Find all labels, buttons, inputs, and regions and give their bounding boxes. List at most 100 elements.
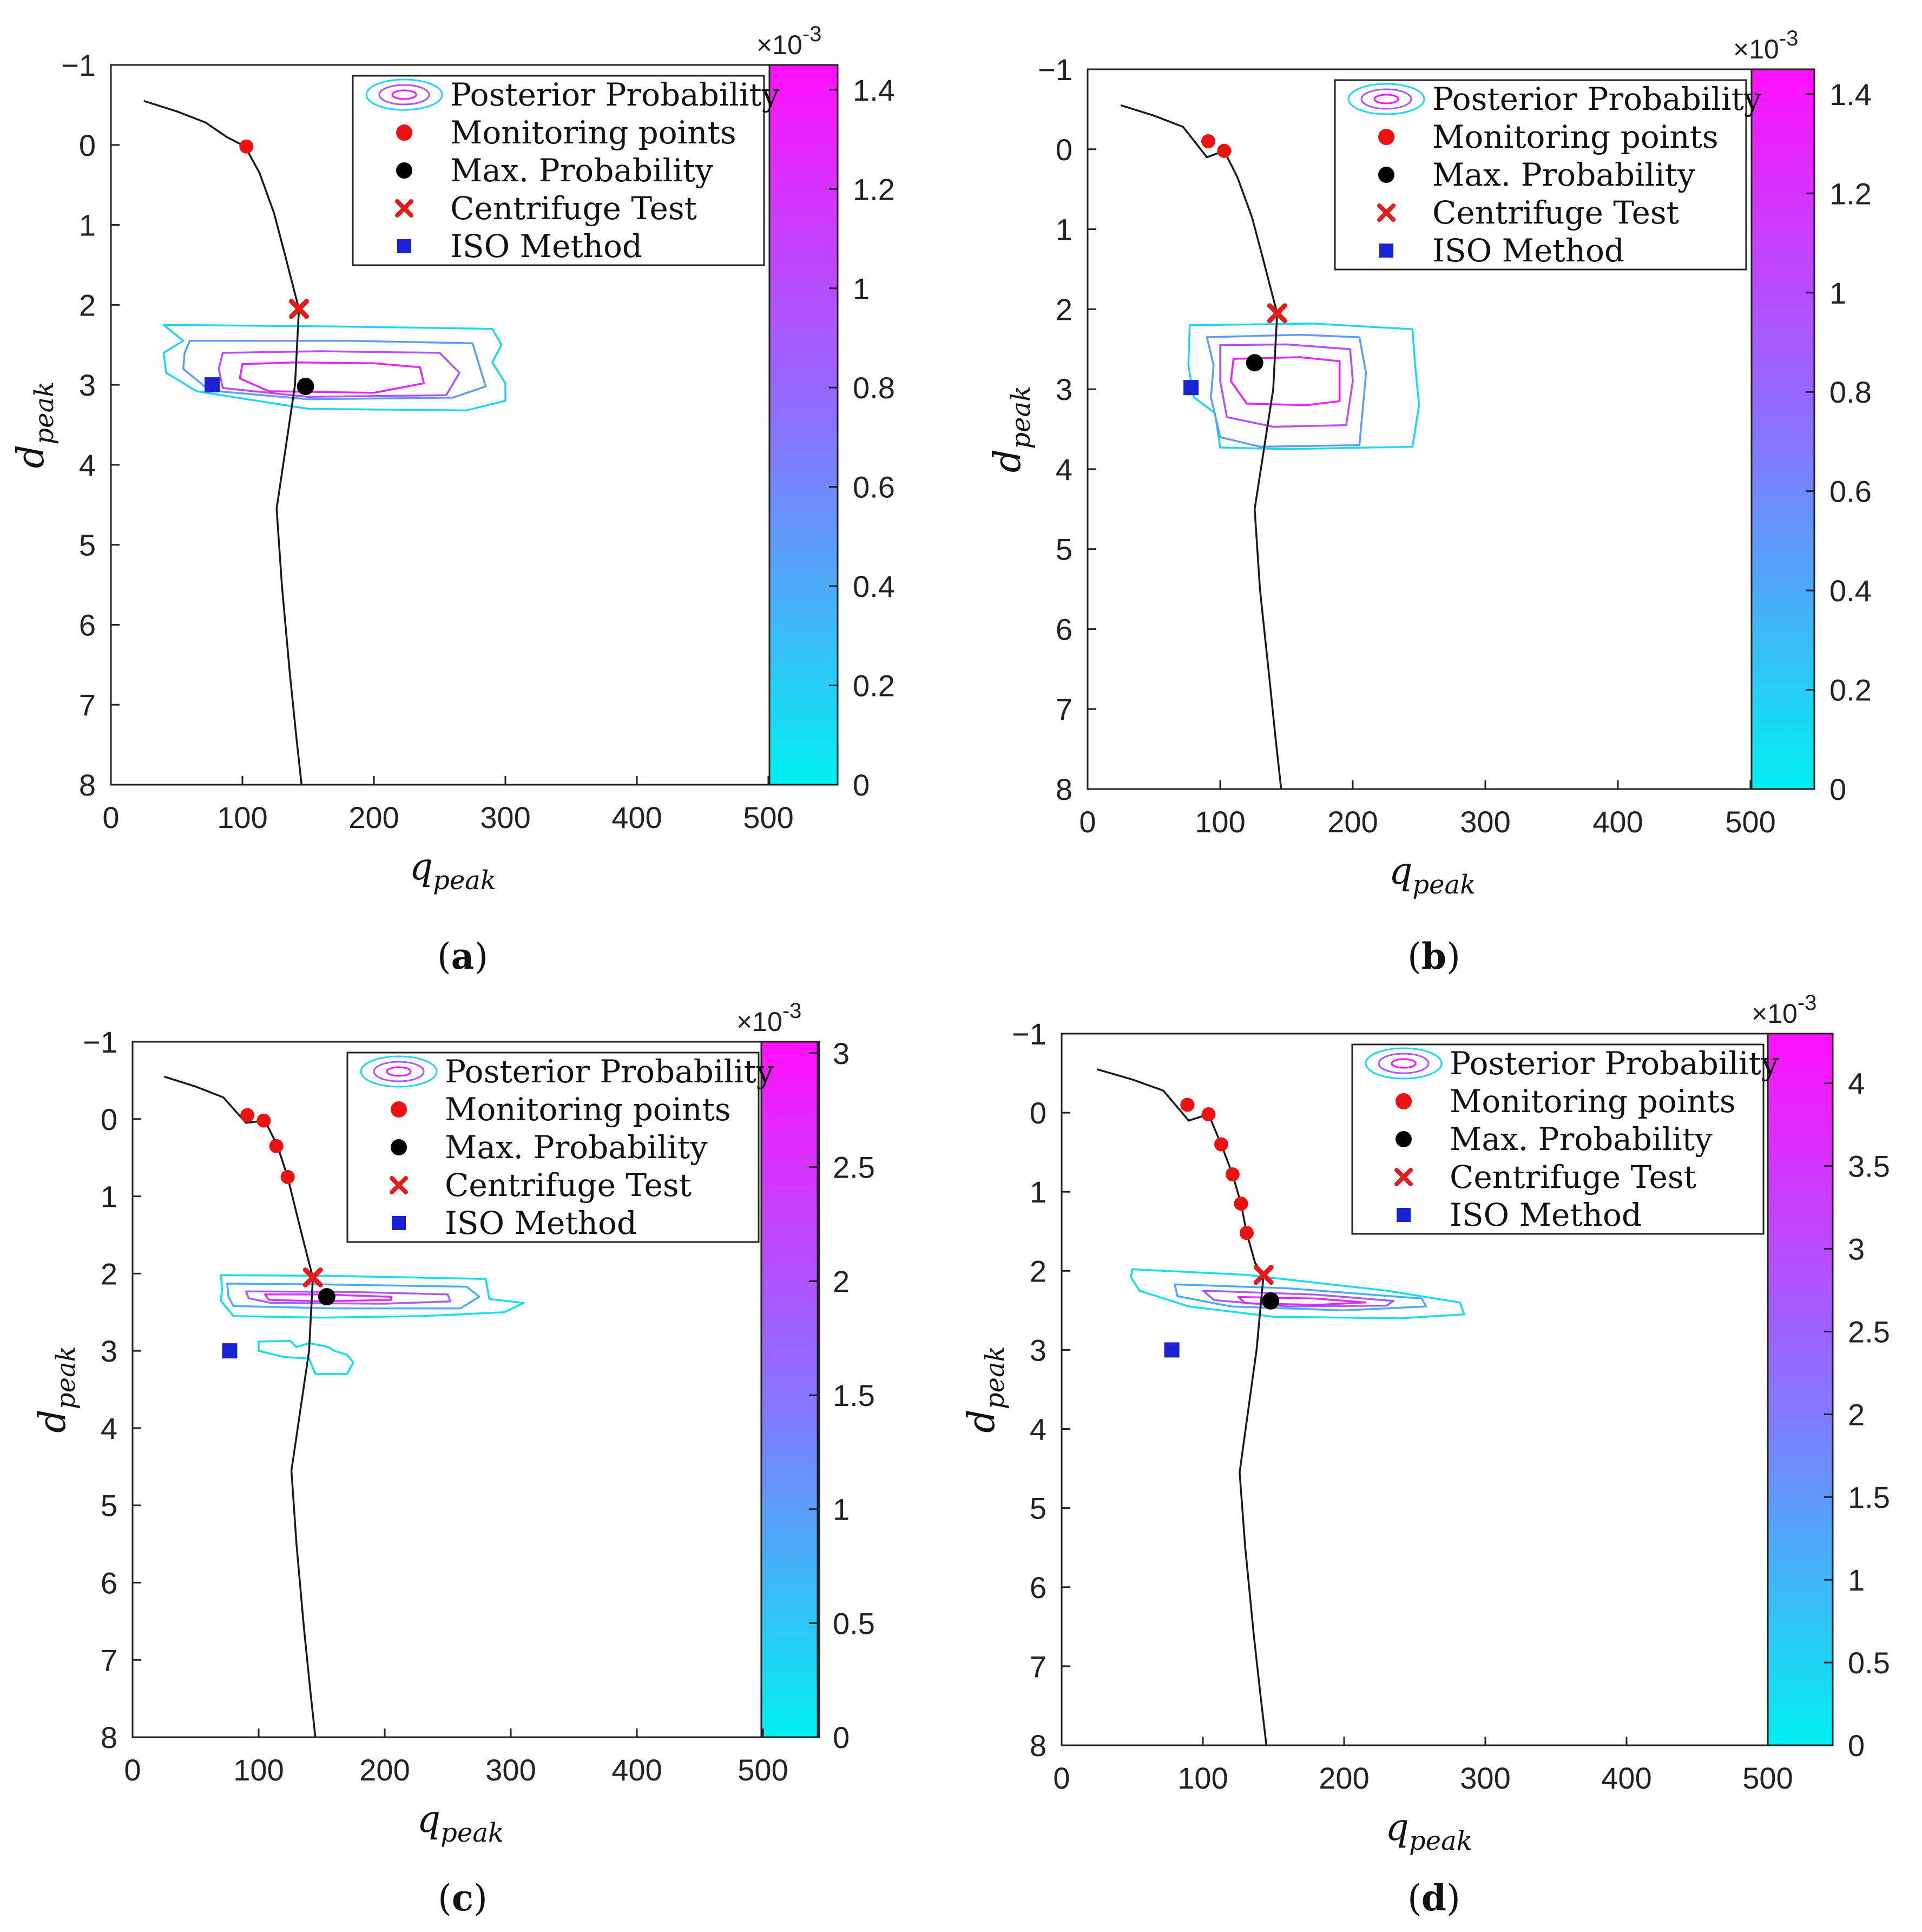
colorbar-tick-label: 0.5 xyxy=(833,1606,875,1640)
caption-letter: b xyxy=(1421,935,1446,977)
colorbar xyxy=(760,1041,819,1738)
colorbar-tick-label: 1 xyxy=(1829,276,1846,310)
y-axis-label-sub: peak xyxy=(51,1346,81,1409)
y-tick-label: 2 xyxy=(1056,292,1072,326)
colorbar-exponent-power: -3 xyxy=(1779,27,1799,50)
y-tick-label: −1 xyxy=(1012,1017,1046,1051)
caption-open: ( xyxy=(1407,1877,1421,1919)
legend-contour-icon xyxy=(373,1061,425,1082)
y-tick-label: 0 xyxy=(1056,133,1072,167)
prediction-curve xyxy=(143,100,303,785)
legend-maxprob-icon xyxy=(1378,167,1394,183)
caption-open: ( xyxy=(438,1877,452,1919)
panel-caption: (b) xyxy=(1407,935,1460,977)
x-tick-label: 400 xyxy=(1592,805,1643,839)
colorbar-tick-label: 0.6 xyxy=(853,470,895,504)
colorbar-tick-label: 0.6 xyxy=(1829,475,1872,509)
y-tick-label: 7 xyxy=(101,1643,117,1677)
legend-iso-icon xyxy=(1379,244,1393,258)
centrifuge-test-marker xyxy=(302,1267,323,1287)
y-axis-label: dpeak xyxy=(986,386,1036,472)
x-tick-label: 100 xyxy=(1177,1761,1228,1795)
x-tick-label: 200 xyxy=(359,1753,410,1787)
legend-box xyxy=(1334,79,1747,271)
monitoring-point xyxy=(1214,1137,1228,1152)
x-tick-label: 500 xyxy=(1725,805,1775,839)
legend-label: Monitoring points xyxy=(450,114,736,151)
x-tick-label: 0 xyxy=(102,800,119,834)
legend-label: Posterior Probability xyxy=(1450,1045,1779,1082)
monitoring-point xyxy=(239,139,254,154)
posterior-contour xyxy=(1237,1296,1366,1306)
legend-label: Posterior Probability xyxy=(450,76,780,113)
x-tick-label: 300 xyxy=(1460,1761,1510,1795)
y-tick-label: 4 xyxy=(1056,452,1072,487)
legend-contour-icon xyxy=(1347,83,1425,115)
y-tick-label: −1 xyxy=(1038,52,1072,87)
posterior-contour xyxy=(1130,1268,1465,1319)
max-probability-marker xyxy=(1262,1292,1280,1310)
colorbar-tick-label: 1 xyxy=(1848,1563,1865,1597)
x-tick-label: 500 xyxy=(738,1753,788,1787)
x-axis-label-sub: peak xyxy=(1409,1826,1472,1856)
prediction-curve xyxy=(163,1075,317,1737)
colorbar-exponent: ×10-3 xyxy=(736,999,801,1037)
y-axis-label-sub: peak xyxy=(29,382,60,445)
x-tick-label: 300 xyxy=(485,1753,536,1787)
y-tick-label: 5 xyxy=(101,1489,117,1523)
prediction-curve xyxy=(1120,104,1282,789)
iso-method-marker xyxy=(1164,1342,1180,1358)
x-tick-label: 500 xyxy=(1742,1761,1793,1795)
y-tick-label: 8 xyxy=(101,1720,117,1754)
y-tick-label: 6 xyxy=(1030,1570,1046,1605)
posterior-contour xyxy=(1229,356,1341,406)
colorbar-tick-label: 2.5 xyxy=(833,1151,875,1185)
colorbar-tick-label: 0.2 xyxy=(853,669,895,703)
y-tick-label: 7 xyxy=(79,688,96,722)
colorbar-tick-label: 3 xyxy=(833,1036,850,1070)
x-tick-label: 200 xyxy=(1319,1761,1369,1795)
x-tick-label: 200 xyxy=(348,800,399,834)
x-axis-label: qpeak xyxy=(1389,850,1476,900)
caption-letter: d xyxy=(1421,1877,1446,1919)
centrifuge-test-marker xyxy=(288,299,309,319)
colorbar xyxy=(1767,1033,1834,1746)
monitoring-point xyxy=(269,1139,284,1153)
monitoring-point xyxy=(1201,134,1215,148)
x-axis-label-sub: peak xyxy=(440,1818,504,1848)
legend-box xyxy=(1351,1043,1765,1235)
colorbar-tick-label: 0 xyxy=(1848,1729,1865,1763)
legend-contour-icon xyxy=(378,84,430,106)
posterior-contour xyxy=(218,350,460,398)
legend-label: ISO Method xyxy=(450,228,642,265)
chart-panel-a: 00.20.40.60.811.21.4×10-30 100 200 300 400 50… xyxy=(10,22,895,977)
posterior-contour xyxy=(220,1274,525,1319)
monitoring-point xyxy=(1217,143,1232,158)
posterior-contour xyxy=(239,361,425,394)
legend-contour-icon xyxy=(365,78,443,111)
caption-close: ) xyxy=(474,936,488,977)
legend-label: Max. Probability xyxy=(1432,156,1695,193)
legend-centrifuge-icon xyxy=(395,199,413,218)
chart-panel-d: 0 0.5 1 1.5 2 2.5 3 3.5 4 ×10-3 0 100 200 300 400 500 −1… xyxy=(960,991,1890,1919)
y-tick-label: 1 xyxy=(101,1180,117,1214)
colorbar-tick-label: 0.5 xyxy=(1848,1646,1890,1680)
y-tick-label: 3 xyxy=(1056,372,1072,406)
monitoring-point xyxy=(1225,1167,1240,1182)
legend-contour-icon xyxy=(391,89,417,100)
y-tick-label: 1 xyxy=(1030,1175,1046,1209)
y-tick-label: 6 xyxy=(101,1566,117,1600)
legend-label: Max. Probability xyxy=(445,1129,708,1166)
legend-box xyxy=(346,1052,760,1243)
x-tick-label: 100 xyxy=(1195,805,1245,839)
colorbar-tick-label: 0.4 xyxy=(1829,574,1872,608)
legend-label: Centrifuge Test xyxy=(450,190,697,227)
legend-label: Max. Probability xyxy=(1450,1121,1713,1158)
max-probability-marker xyxy=(297,378,314,396)
legend-box xyxy=(352,75,765,266)
x-tick-label: 100 xyxy=(233,1753,284,1787)
legend-iso-icon xyxy=(392,1216,406,1230)
caption-open: ( xyxy=(437,936,451,977)
